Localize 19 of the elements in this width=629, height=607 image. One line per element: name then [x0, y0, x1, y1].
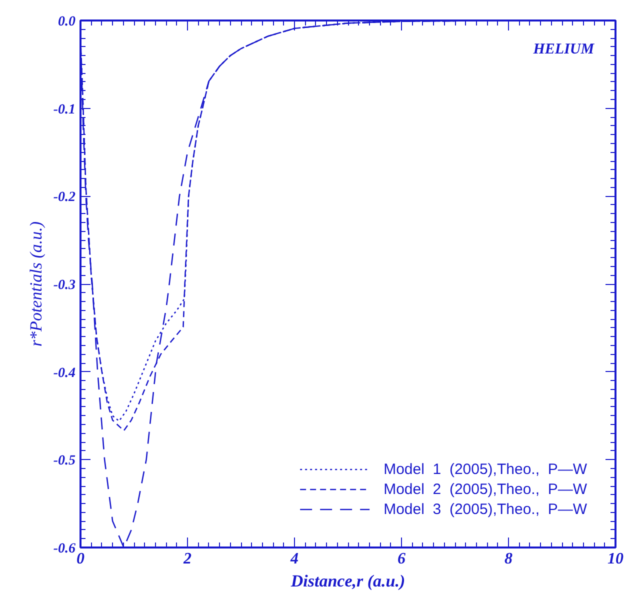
annotation: HELIUM: [532, 42, 595, 58]
y-axis-title: r*Potentials (a.u.): [26, 221, 46, 347]
y-tick-label: 0.0: [58, 14, 76, 30]
legend-label: Model 2 (2005),Theo., P—W: [384, 480, 587, 498]
legend-label: Model 3 (2005),Theo., P—W: [384, 500, 587, 518]
legend-label: Model 1 (2005),Theo., P—W: [384, 460, 587, 478]
x-tick-label: 8: [504, 550, 512, 568]
x-tick-label: 6: [398, 550, 406, 568]
x-axis-title: Distance,r (a.u.): [290, 572, 406, 590]
y-tick-label: -0.4: [53, 366, 76, 381]
x-tick-label: 10: [608, 550, 624, 568]
x-tick-label: 0: [76, 550, 84, 568]
y-tick-label: -0.1: [53, 102, 76, 118]
x-tick-label: 2: [182, 550, 192, 568]
y-tick-label: -0.2: [53, 190, 76, 206]
y-tick-label: -0.5: [53, 454, 76, 469]
y-tick-label: -0.6: [53, 542, 76, 556]
x-tick-label: 4: [290, 550, 298, 568]
y-tick-label: -0.3: [53, 278, 76, 293]
